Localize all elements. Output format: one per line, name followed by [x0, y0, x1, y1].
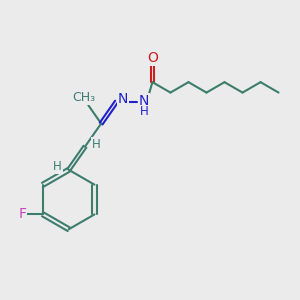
- Text: O: O: [147, 51, 158, 65]
- Text: F: F: [18, 207, 26, 221]
- Text: N: N: [139, 94, 149, 108]
- Text: CH₃: CH₃: [72, 92, 95, 104]
- Text: H: H: [53, 160, 62, 173]
- Text: H: H: [92, 138, 100, 151]
- Text: H: H: [140, 105, 148, 118]
- Text: N: N: [118, 92, 128, 106]
